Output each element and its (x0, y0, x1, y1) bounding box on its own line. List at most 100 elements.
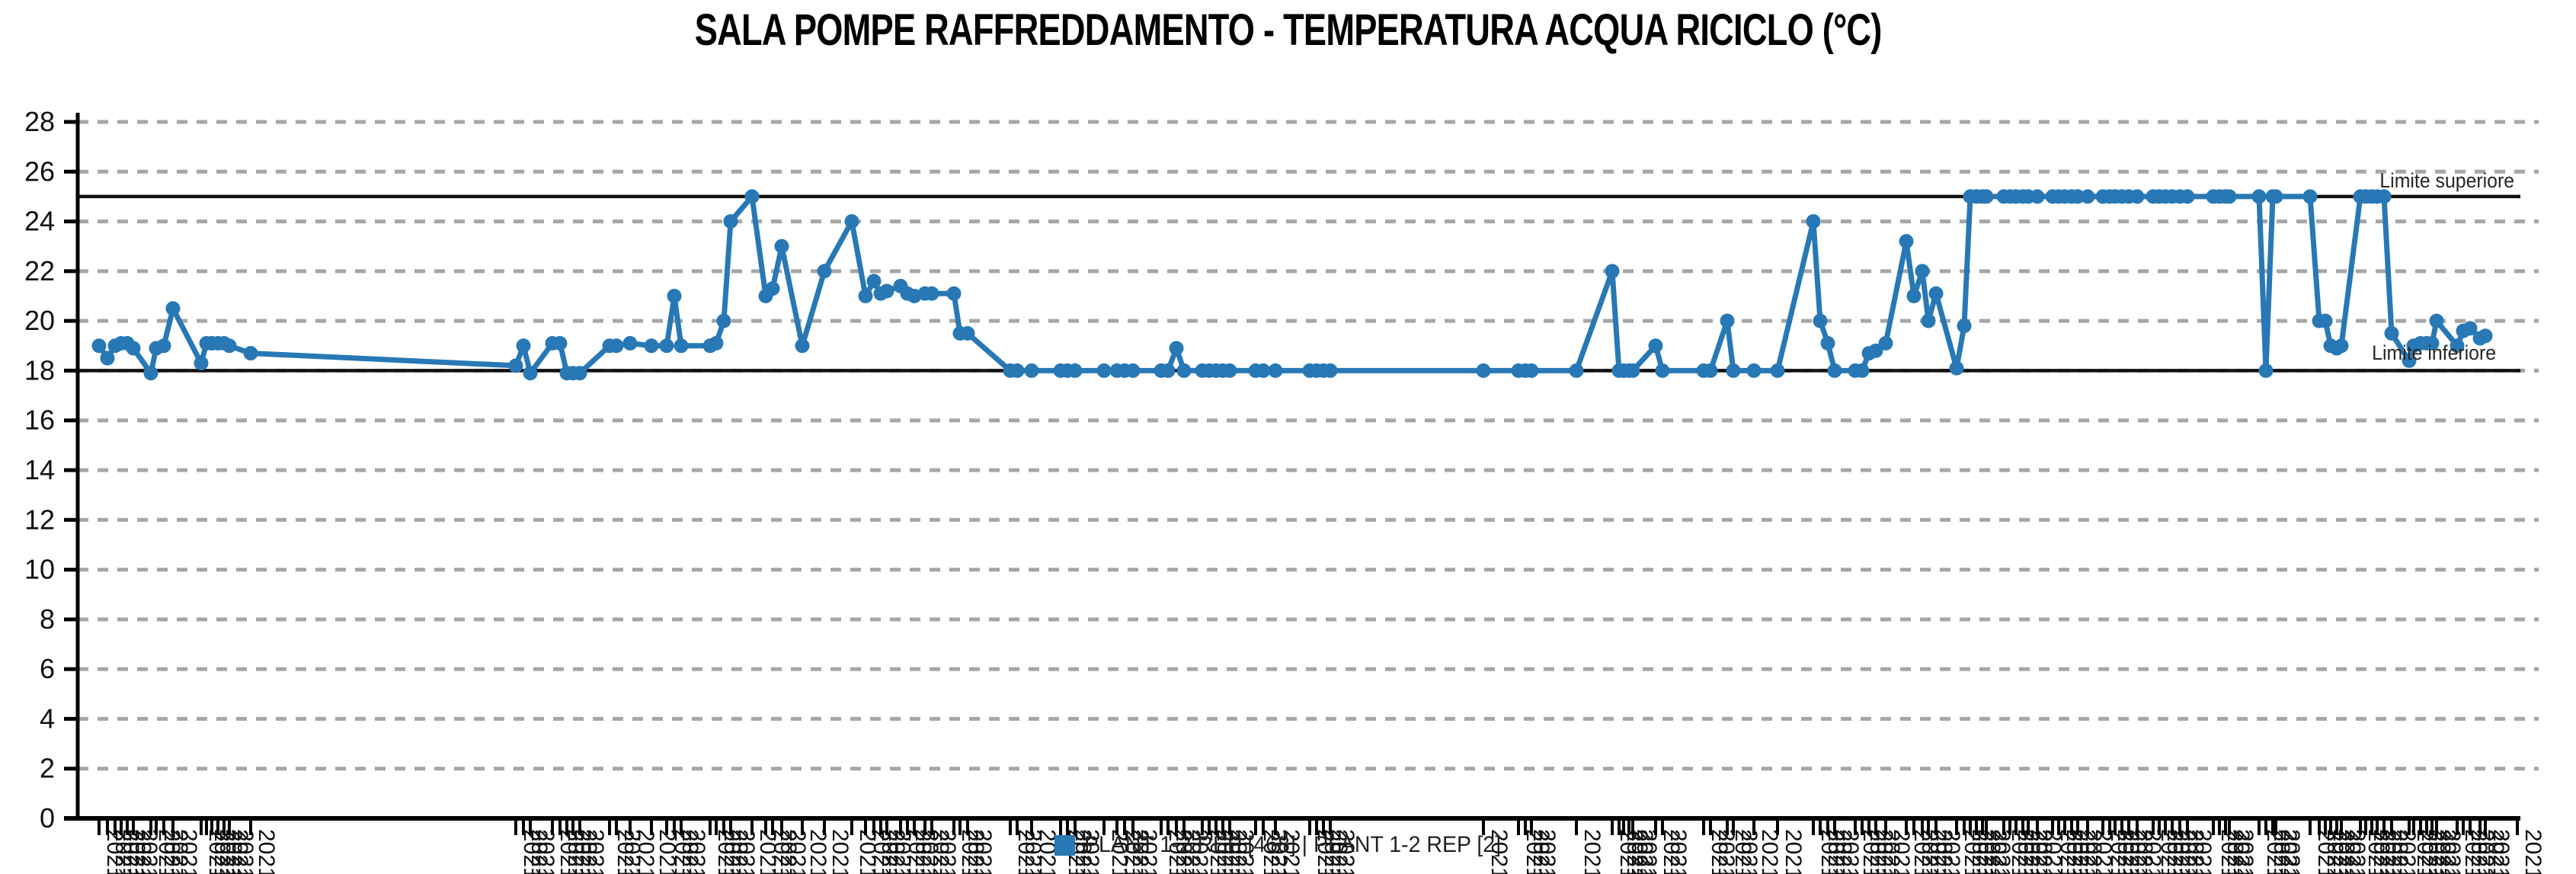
x-axis-date-label: 2021 (684, 829, 709, 874)
x-axis-date-label: 2021 (232, 829, 258, 874)
x-axis-date-label: 2021 (1879, 829, 1904, 874)
data-point-marker (765, 281, 780, 296)
x-axis-date-label: 2021 (1632, 829, 1657, 874)
x-axis-date-label: 2021 (2118, 829, 2143, 874)
data-point-marker (91, 338, 107, 354)
data-point-marker (2180, 189, 2195, 204)
x-axis-date-label: 2021 (1486, 829, 1512, 874)
x-axis-date-label: 2021 (619, 829, 645, 874)
x-axis-date-label: 2021 (734, 829, 759, 874)
x-axis-date-label: 2021 (2344, 829, 2370, 874)
data-point-marker (1256, 363, 1271, 378)
y-axis-label-18: 18 (24, 354, 55, 386)
x-axis-date-label: 2021 (2026, 829, 2051, 874)
x-axis-date-label: 2021 (2190, 829, 2216, 874)
x-axis-date-label: 2021 (2175, 829, 2200, 874)
x-axis-date-label: 2021 (555, 829, 581, 874)
x-axis-date-label: 2021 (1989, 829, 2014, 874)
x-axis-date-label: 2021 (1622, 829, 1647, 874)
x-axis-date-label: 2021 (526, 829, 552, 874)
x-axis-date-label: 2021 (1326, 829, 1352, 874)
x-axis-date-label: 2021 (727, 829, 752, 874)
x-axis-date-label: 2021 (633, 829, 658, 874)
x-axis-date-label: 2021 (2132, 829, 2157, 874)
legend-series-label: PLANT 1-2 REP [468] | PLANT 1-2 REP [2] (1084, 832, 1502, 857)
x-axis-date-label: 2021 (2334, 829, 2359, 874)
x-axis-date-label: 2021 (215, 829, 240, 874)
x-axis-date-label: 2021 (1627, 829, 1652, 874)
data-point-marker (774, 239, 789, 254)
legend-swatch (1054, 834, 1075, 856)
x-axis-date-label: 2021 (2068, 829, 2093, 874)
data-point-marker (194, 356, 209, 371)
data-point-marker (924, 286, 939, 301)
x-axis-date-label: 2021 (110, 829, 136, 874)
x-axis-date-label: 2021 (2232, 829, 2258, 874)
data-point-marker (622, 336, 638, 351)
y-axis-label-22: 22 (24, 255, 55, 287)
x-axis-date-label: 2021 (904, 829, 929, 874)
x-axis-date-label: 2021 (2056, 829, 2081, 874)
x-axis-date-label: 2021 (254, 829, 279, 874)
x-axis-date-label: 2021 (1781, 829, 1806, 874)
data-point-marker (2429, 313, 2444, 328)
data-point-marker (516, 338, 531, 354)
data-point-marker (1906, 289, 1922, 303)
x-axis-date-label: 2021 (2279, 829, 2304, 874)
x-axis-date-label: 2021 (884, 829, 909, 874)
x-axis-date-label: 2021 (769, 829, 794, 874)
data-point-marker (1868, 343, 1883, 358)
x-axis-date-label: 2021 (2380, 829, 2405, 874)
data-point-marker (552, 336, 568, 351)
data-point-marker (1726, 363, 1741, 378)
x-axis-date-label: 2021 (118, 829, 143, 874)
x-axis-date-label: 2021 (2466, 829, 2491, 874)
data-point-marker (1921, 313, 1936, 328)
x-axis-date-label: 2021 (2430, 829, 2455, 874)
data-point-marker (659, 338, 674, 354)
x-axis-date-label: 2021 (136, 829, 162, 874)
x-axis-date-label: 2021 (2440, 829, 2465, 874)
data-point-marker (879, 283, 894, 299)
data-point-marker (2130, 189, 2145, 204)
x-axis-date-label: 2021 (1823, 829, 1848, 874)
x-axis-date-label: 2021 (2019, 829, 2044, 874)
x-axis-date-label: 2021 (2162, 829, 2187, 874)
x-axis-date-label: 2021 (776, 829, 801, 874)
x-axis-date-label: 2021 (221, 829, 246, 874)
x-axis-date-label: 2021 (2520, 829, 2546, 874)
x-axis-date-label: 2021 (935, 829, 960, 874)
x-axis-date-label: 2021 (1107, 829, 1132, 874)
x-axis-date-label: 2021 (563, 829, 588, 874)
x-axis-date-label: 2021 (928, 829, 953, 874)
x-axis-date-label: 2021 (2125, 829, 2150, 874)
x-axis-date-label: 2021 (2276, 829, 2301, 874)
x-axis-date-label: 2021 (613, 829, 638, 874)
x-axis-date-label: 2021 (1078, 829, 1103, 874)
x-axis-date-label: 2021 (2363, 829, 2389, 874)
y-axis-label-6: 6 (40, 653, 55, 684)
x-axis-date-label: 2021 (227, 829, 252, 874)
data-point-marker (1915, 264, 1930, 279)
x-axis-date-label: 2021 (719, 829, 744, 874)
data-point-marker (716, 313, 731, 328)
x-axis-date-label: 2021 (1973, 829, 1998, 874)
data-point-marker (960, 325, 975, 341)
data-point-marker (866, 274, 882, 289)
data-point-marker (1605, 264, 1620, 279)
data-point-marker (1928, 286, 1944, 301)
data-point-marker (2450, 338, 2465, 354)
x-axis-date-label: 2021 (1522, 829, 1547, 874)
data-point-marker (1169, 341, 1184, 356)
data-point-marker (243, 346, 258, 361)
data-point-marker (1569, 363, 1584, 378)
x-axis-date-label: 2021 (2168, 829, 2194, 874)
data-point-marker (1655, 363, 1670, 378)
x-axis-date-label: 2021 (1136, 829, 1161, 874)
data-point-marker (667, 289, 682, 303)
x-axis-date-label: 2021 (2488, 829, 2514, 874)
x-axis-date-label: 2021 (1233, 829, 1258, 874)
x-axis-date-label: 2021 (2395, 829, 2420, 874)
x-axis-date-label: 2021 (204, 829, 229, 874)
data-point-marker (1268, 363, 1283, 378)
